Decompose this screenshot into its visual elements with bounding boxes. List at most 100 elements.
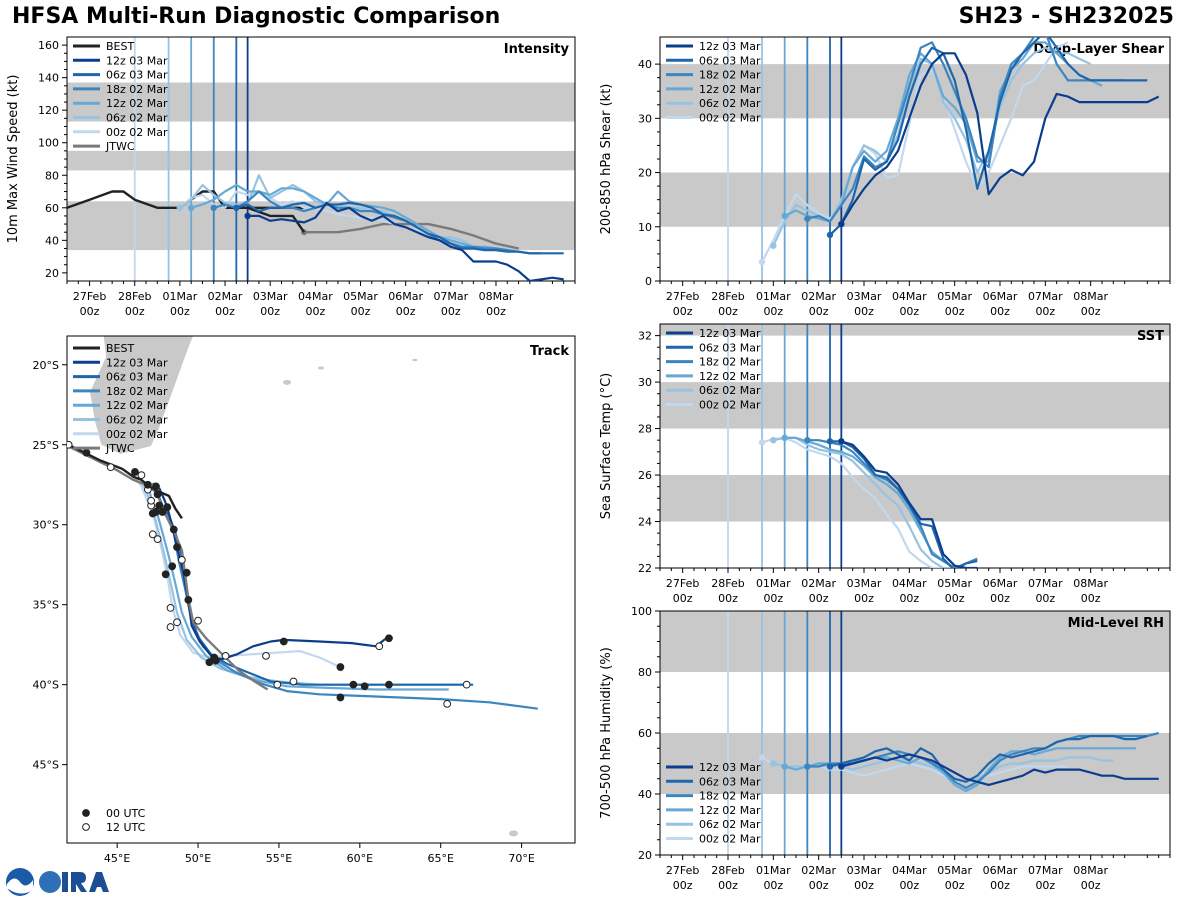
track-12utc-marker	[194, 616, 202, 625]
rh-band	[660, 733, 1170, 794]
rh-xtick-label: 00z	[899, 879, 919, 892]
rh-xtick-label: 04Mar	[892, 864, 927, 877]
track-00utc-marker	[336, 693, 345, 702]
track-12utc-marker	[443, 699, 452, 708]
shear-legend-label: 18z 02 Mar	[699, 69, 761, 82]
track-marker-legend-swatch	[82, 823, 90, 831]
rh-run-start-point	[838, 763, 845, 770]
track-best-12utc-marker	[67, 440, 73, 449]
sst-ylabel: Sea Surface Temp (°C)	[599, 373, 614, 520]
intensity-ytick-label: 20	[45, 267, 59, 280]
rh-title: Mid-Level RH	[1068, 616, 1164, 631]
track-land	[89, 336, 519, 837]
shear-ytick-label: 20	[638, 167, 652, 180]
intensity-legend-label: 12z 02 Mar	[106, 97, 168, 110]
track-legend-label: 06z 03 Mar	[106, 371, 168, 384]
island-landmass	[412, 358, 418, 362]
track-12utc-marker	[173, 618, 181, 627]
rh-ytick-label: 40	[638, 788, 652, 801]
track-legend-label: 12z 02 Mar	[106, 399, 168, 412]
sst-xtick-label: 06Mar	[983, 577, 1018, 590]
intensity-xtick-label: 00z	[396, 305, 416, 318]
shear-xtick-label: 28Feb	[711, 290, 744, 303]
track-legend-label: 06z 02 Mar	[106, 414, 168, 427]
intensity-xtick-label: 00z	[260, 305, 280, 318]
shear-xtick-label: 00z	[673, 305, 693, 318]
shear-xtick-label: 06Mar	[983, 290, 1018, 303]
shear-xtick-label: 00z	[763, 305, 783, 318]
rh-legend-label: 12z 03 Mar	[699, 761, 761, 774]
track-legend-label: 18z 02 Mar	[106, 385, 168, 398]
track-12utc-marker	[166, 623, 175, 631]
track-00utc-marker	[173, 543, 181, 552]
rh-run-start-point	[758, 754, 766, 761]
sst-ytick-label: 28	[638, 423, 652, 436]
rh-legend-label: 12z 02 Mar	[699, 804, 761, 817]
shear-legend-label: 12z 02 Mar	[699, 83, 761, 96]
track-series	[67, 440, 538, 710]
intensity-ylabel: 10m Max Wind Speed (kt)	[6, 75, 21, 244]
intensity-ytick-label: 100	[38, 137, 59, 150]
rh-legend-label: 06z 03 Mar	[699, 775, 761, 788]
intensity-ytick-label: 60	[45, 202, 59, 215]
track-12utc-marker	[262, 651, 270, 660]
track-00utc-marker	[211, 656, 220, 665]
sst-panel: 22 24 26 28 30 32 27Feb 00z 28Feb 00z 01Mar 00z 02Ma…	[599, 323, 1171, 605]
intensity-run-start-point	[176, 204, 184, 211]
track-run-line	[146, 485, 449, 691]
track-00utc-marker	[336, 663, 345, 671]
sst-run-start-point	[804, 436, 811, 444]
shear-legend-label: 00z 02 Mar	[699, 112, 761, 125]
track-ytick-label: 25°S	[33, 439, 59, 452]
rh-run-start-point	[781, 763, 788, 770]
shear-run-start-point	[770, 242, 777, 249]
intensity-ytick-label: 140	[38, 72, 59, 85]
track-00utc-marker	[153, 490, 162, 499]
intensity-run-start-point	[244, 212, 251, 220]
shear-legend-label: 06z 02 Mar	[699, 97, 761, 110]
shear-run-start-point	[758, 258, 766, 266]
storm-id: SH23 - SH232025	[958, 4, 1174, 29]
rh-legend-label: 06z 02 Mar	[699, 818, 761, 831]
track-00utc-marker	[182, 568, 191, 577]
sst-xtick-label: 00z	[809, 592, 829, 605]
intensity-xtick-label: 00z	[486, 305, 506, 318]
track-00utc-marker	[152, 508, 160, 516]
rh-run-line	[829, 734, 1148, 783]
track-12utc-marker	[148, 530, 157, 539]
track-00utc-marker	[184, 595, 193, 604]
track-00utc-marker	[360, 682, 369, 691]
sst-xtick-label: 03Mar	[847, 577, 882, 590]
sst-legend-label: 12z 03 Mar	[699, 327, 761, 340]
sst-series	[758, 434, 978, 568]
track-xtick-label: 50°E	[185, 852, 211, 865]
sst-xtick-label: 08Mar	[1073, 577, 1108, 590]
sst-legend-label: 06z 02 Mar	[699, 384, 761, 397]
sst-xtick-label: 00z	[763, 592, 783, 605]
sst-run-line	[773, 436, 955, 568]
rh-xtick-label: 08Mar	[1073, 864, 1108, 877]
intensity-xtick-label: 28Feb	[118, 290, 151, 303]
track-best-12utc-marker	[106, 463, 115, 472]
intensity-ytick-label: 40	[45, 234, 59, 247]
track-legend-label: JTWC	[105, 442, 135, 455]
track-best-line	[68, 443, 183, 519]
intensity-ytick-label: 120	[38, 104, 59, 117]
shear-series	[758, 37, 1160, 266]
shear-xtick-label: 00z	[718, 305, 738, 318]
shear-xtick-label: 05Mar	[937, 290, 972, 303]
track-best-12utc-marker	[137, 471, 146, 480]
island-landmass	[283, 379, 292, 385]
track-legend-label: BEST	[106, 342, 134, 355]
intensity-title: Intensity	[504, 42, 570, 57]
sst-xtick-label: 00z	[673, 592, 693, 605]
track-12utc-marker	[221, 651, 230, 660]
island-landmass	[317, 366, 325, 370]
sst-run-line	[830, 440, 978, 568]
cira-logo	[6, 868, 109, 896]
intensity-xtick-label: 01Mar	[163, 290, 198, 303]
sst-xtick-label: 00z	[1035, 592, 1055, 605]
